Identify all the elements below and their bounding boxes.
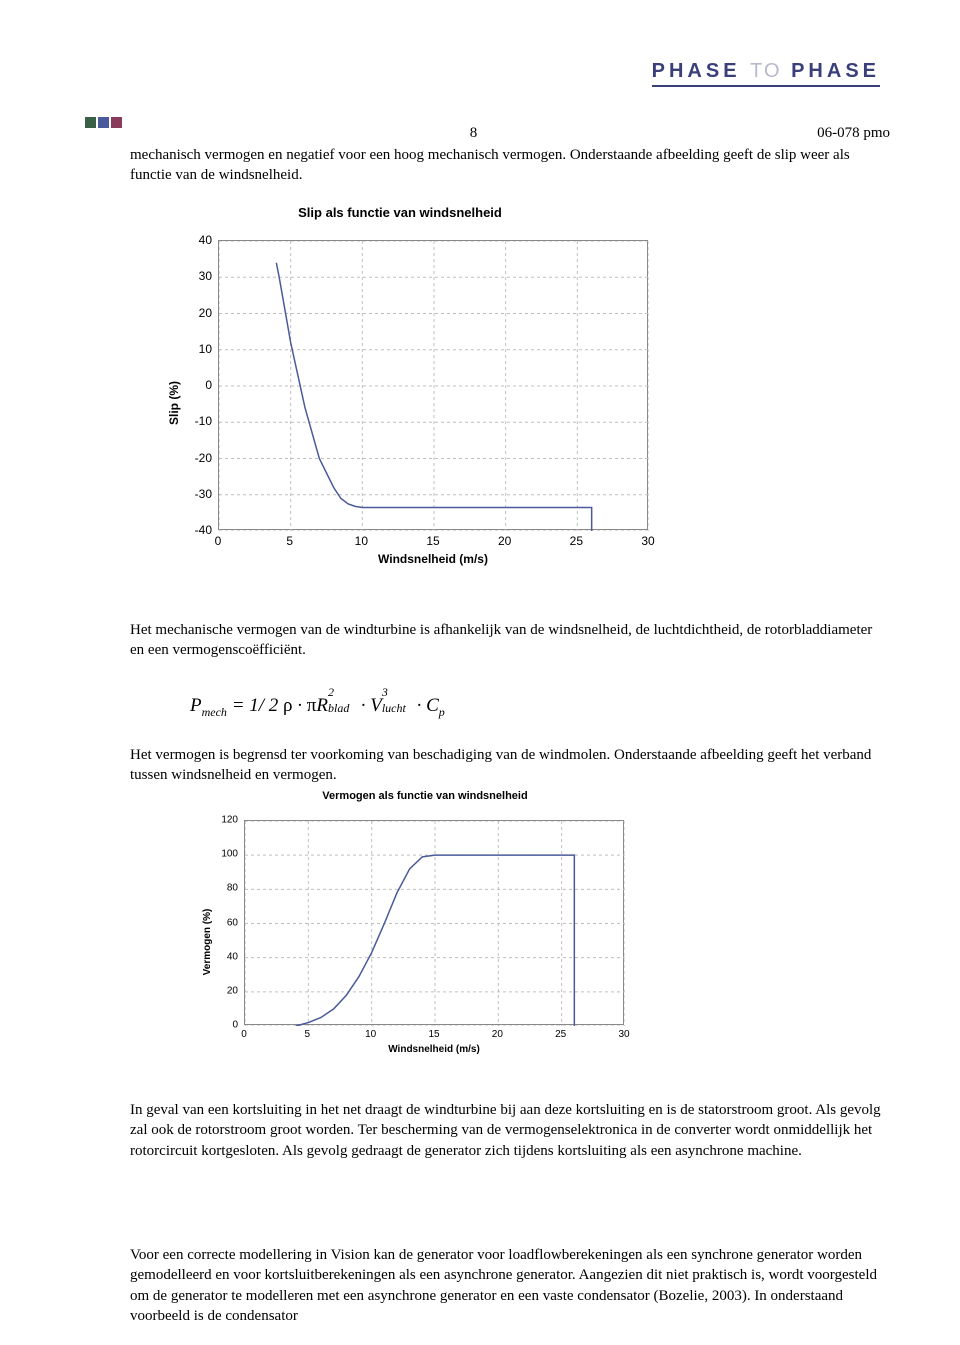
chart2-xlabel: Windsnelheid (m/s) [244, 1044, 624, 1055]
chart1-title: Slip als functie van windsnelheid [130, 205, 670, 220]
brand-right: PHASE [791, 60, 880, 82]
brand-logo: PHASE TO PHASE [652, 60, 880, 87]
chart1-svg [219, 241, 649, 531]
chart2: Vermogen (%) 120100806040200 05101520253… [210, 812, 680, 1072]
paragraph-1: mechanisch vermogen en negatief voor een… [130, 145, 890, 186]
chart2-svg [245, 821, 625, 1026]
chart2-grid [245, 821, 625, 1026]
square-3 [111, 117, 122, 128]
brand-left: PHASE [652, 60, 741, 82]
page-header: 06-078 pmo 8 [130, 125, 890, 142]
chart1-xticks: 051015202530 [218, 534, 648, 550]
chart2-plot [244, 820, 624, 1025]
square-1 [85, 117, 96, 128]
square-2 [98, 117, 109, 128]
chart1-plot [218, 240, 648, 530]
brand-underline [652, 85, 880, 87]
paragraph-4: In geval van een kortsluiting in het net… [130, 1100, 890, 1161]
chart2-yticks: 120100806040200 [210, 820, 240, 1025]
chart2-title: Vermogen als functie van windsnelheid [190, 790, 660, 802]
chart1-yticks: 403020100-10-20-30-40 [180, 240, 214, 530]
chart2-line [296, 855, 575, 1026]
chart1-xlabel: Windsnelheid (m/s) [218, 552, 648, 566]
chart1-ylabel: Slip (%) [167, 381, 181, 425]
paragraph-2: Het mechanische vermogen van de windturb… [130, 620, 890, 661]
page-number: 8 [130, 125, 890, 142]
paragraph-3: Het vermogen is begrensd ter voorkoming … [130, 745, 890, 786]
formula: Pmech = 1/ 2 ρ · πR2blad · V3lucht · Cp [190, 695, 445, 720]
paragraph-5: Voor een correcte modellering in Vision … [130, 1245, 890, 1326]
chart1: Slip (%) 403020100-10-20-30-40 051015202… [180, 230, 700, 575]
brand-mid: TO [750, 60, 781, 82]
side-color-squares [85, 115, 124, 133]
doc-id: 06-078 pmo [817, 125, 890, 142]
chart1-grid [219, 241, 649, 531]
